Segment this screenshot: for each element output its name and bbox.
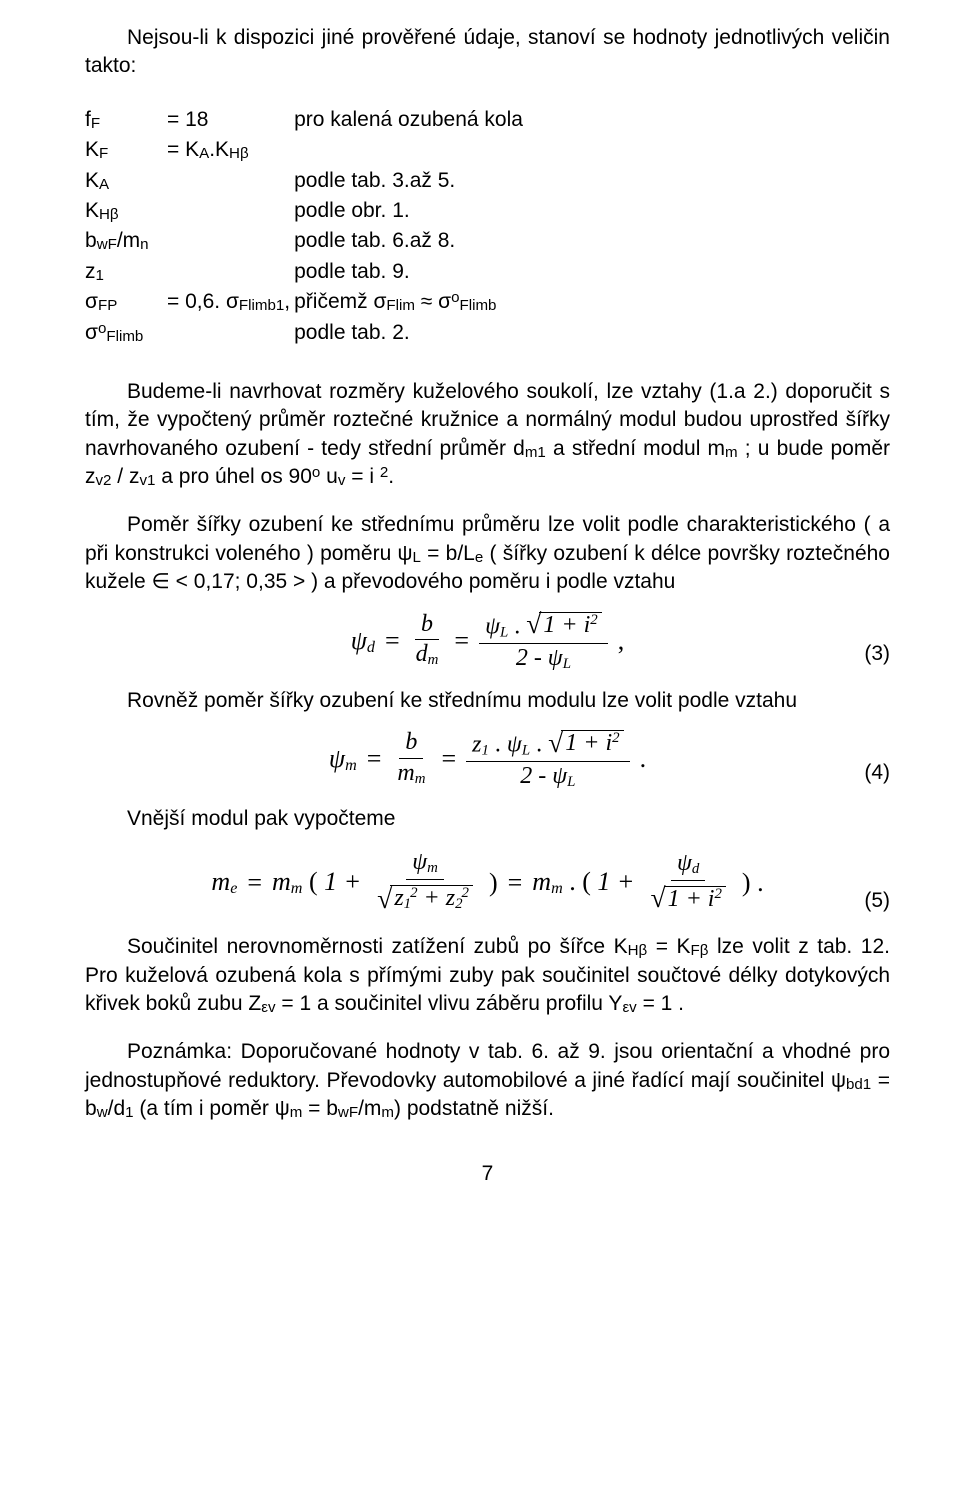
table-row: bwF/mn podle tab. 6.až 8.	[85, 226, 527, 256]
equation-3: ψd = bdm = ψL . √1 + i2 2 - ψL , (3)	[85, 609, 890, 673]
paragraph-2: Budeme-li navrhovat rozměry kuželového s…	[85, 378, 890, 492]
paragraph-7: Poznámka: Doporučované hodnoty v tab. 6.…	[85, 1038, 890, 1123]
table-row: KHβ podle obr. 1.	[85, 196, 527, 226]
intro-paragraph: Nejsou-li k dispozici jiné prověřené úda…	[85, 24, 890, 81]
table-row: KA podle tab. 3.až 5.	[85, 166, 527, 196]
definitions-table: fF = 18 pro kalená ozubená kola KF = KA.…	[85, 105, 527, 348]
equation-5: me = mm ( 1 + ψm √z12 + z22 ) = mm . ( 1…	[85, 845, 890, 919]
table-row: σoFlimb podle tab. 2.	[85, 318, 527, 348]
paragraph-6: Součinitel nerovnoměrnosti zatížení zubů…	[85, 933, 890, 1018]
page-number: 7	[85, 1160, 890, 1188]
eqno-3: (3)	[864, 640, 890, 668]
eqno-5: (5)	[864, 887, 890, 915]
paragraph-5: Vnější modul pak vypočteme	[85, 805, 890, 833]
paragraph-3: Poměr šířky ozubení ke střednímu průměru…	[85, 511, 890, 596]
table-row: fF = 18 pro kalená ozubená kola	[85, 105, 527, 135]
table-row: z1 podle tab. 9.	[85, 257, 527, 287]
paragraph-4: Rovněž poměr šířky ozubení ke střednímu …	[85, 687, 890, 715]
equation-4: ψm = bmm = z1 . ψL . √1 + i2 2 - ψL . (4…	[85, 727, 890, 791]
table-row: KF = KA.KHβ	[85, 135, 527, 165]
table-row: σFP = 0,6. σFlimb1, přičemž σFlim ≈ σoFl…	[85, 287, 527, 317]
eqno-4: (4)	[864, 759, 890, 787]
